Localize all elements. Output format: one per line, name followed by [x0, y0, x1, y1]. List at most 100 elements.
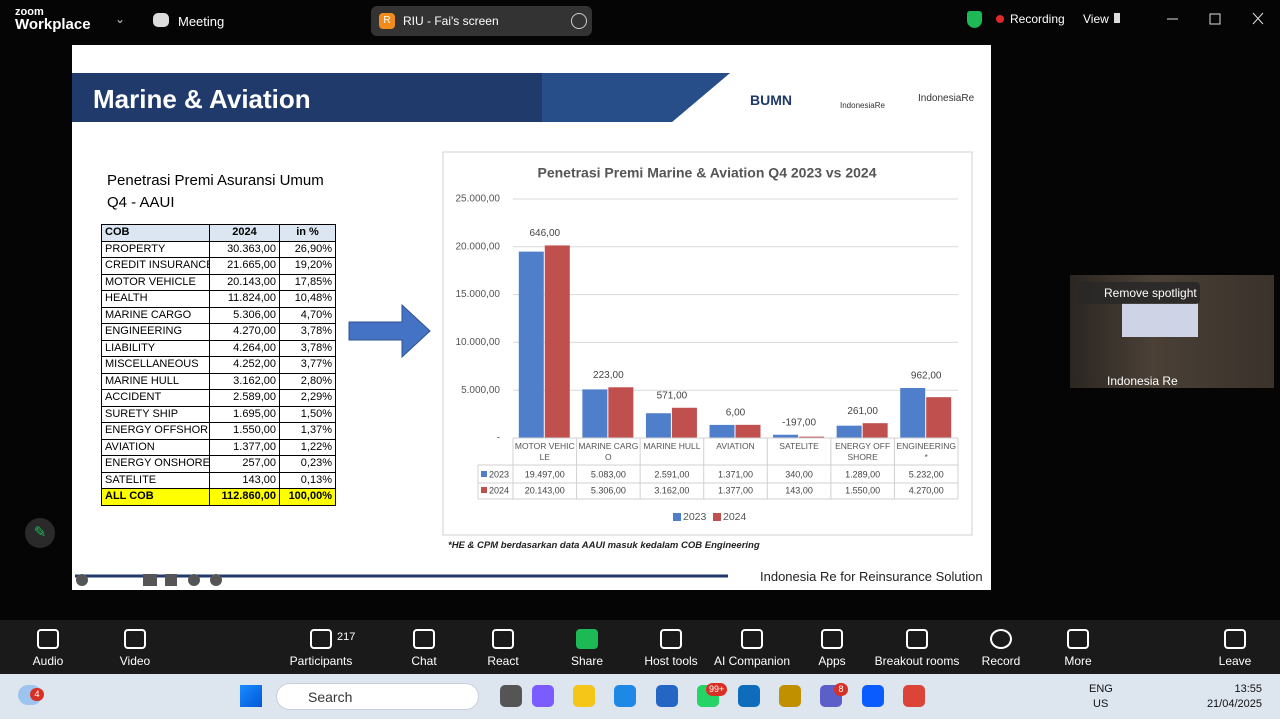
- logo-indonesiare: IndonesiaRe: [840, 101, 885, 110]
- table-cell: ENERGY ONSHORE: [101, 455, 210, 473]
- x-tick-label: AVIATION: [716, 441, 755, 451]
- table-cell: 143,00: [209, 471, 280, 489]
- data-table-value: 5.232,00: [909, 469, 944, 479]
- tool-icon[interactable]: [413, 629, 435, 649]
- table-cell: PROPERTY: [101, 240, 210, 258]
- tool-icon[interactable]: [492, 629, 514, 649]
- tool-icon[interactable]: [37, 629, 59, 649]
- bar: [518, 251, 544, 438]
- badge: 4: [30, 688, 44, 701]
- tool-icon[interactable]: [576, 629, 598, 649]
- table-cell: 1.550,00: [209, 422, 280, 440]
- table-cell: 4.252,00: [209, 356, 280, 374]
- bar: [862, 423, 888, 438]
- data-table-value: 5.083,00: [591, 469, 626, 479]
- toolbar: [0, 620, 1280, 674]
- bar: [544, 245, 570, 438]
- tool-icon[interactable]: [741, 629, 763, 649]
- prev[interactable]: [76, 574, 88, 586]
- view[interactable]: View: [1083, 12, 1109, 26]
- camera[interactable]: [165, 574, 177, 586]
- taskbar-app[interactable]: [738, 685, 760, 707]
- remove-spotlight[interactable]: [1078, 282, 1200, 304]
- table-cell: 11.824,00: [209, 290, 280, 308]
- bar: [900, 387, 926, 438]
- taskbar-app[interactable]: [532, 685, 554, 707]
- slide-controls: [76, 574, 222, 586]
- bar: [926, 397, 952, 438]
- tool-icon[interactable]: [990, 629, 1012, 649]
- table-cell: AVIATION: [101, 438, 210, 456]
- x-tick-label: ENGINEERING*: [896, 441, 956, 462]
- chevron[interactable]: ⌄: [115, 12, 126, 26]
- tool-icon[interactable]: [906, 629, 928, 649]
- chart-frame: [442, 151, 973, 536]
- taskbar-app[interactable]: [614, 685, 636, 707]
- bar: [582, 389, 608, 438]
- table-cell: SATELITE: [101, 471, 210, 489]
- table-cell: 17,85%: [279, 273, 336, 291]
- meeting[interactable]: Meeting: [178, 14, 225, 29]
- tool-icon[interactable]: [124, 629, 146, 649]
- data-table-value: 1.371,00: [718, 469, 753, 479]
- next[interactable]: [210, 574, 222, 586]
- x-tick-label: MOTOR VEHICLE: [514, 441, 575, 462]
- search-label: Search: [308, 689, 353, 705]
- taskbar-app[interactable]: [779, 685, 801, 707]
- window-controls: [1114, 12, 1264, 25]
- tool-icon[interactable]: [1067, 629, 1089, 649]
- legend-swatch: [673, 513, 681, 521]
- table-cell: 3,77%: [279, 356, 336, 374]
- legend-swatch: [713, 513, 721, 521]
- more-icon[interactable]: [571, 13, 587, 29]
- table-cell: 3,78%: [279, 323, 336, 341]
- table-cell: CREDIT INSURANCE: [101, 257, 210, 275]
- legend-label: 2023: [683, 511, 707, 523]
- taskbar-app[interactable]: [573, 685, 595, 707]
- taskbar: [0, 674, 1280, 719]
- difference-label: 646,00: [529, 228, 560, 239]
- start[interactable]: [240, 685, 262, 707]
- tool-icon[interactable]: [660, 629, 682, 649]
- badge: 99+: [706, 683, 728, 696]
- taskbar-app[interactable]: [903, 685, 925, 707]
- time: 13:55: [1234, 683, 1262, 695]
- data-table-series: 2024: [489, 485, 509, 495]
- caption[interactable]: [143, 574, 157, 586]
- tool-label: Video: [119, 654, 151, 668]
- date: 21/04/2025: [1206, 698, 1262, 710]
- difference-label: 962,00: [911, 371, 942, 382]
- y-tick-label: 20.000,00: [456, 241, 501, 252]
- taskbar-app[interactable]: [656, 685, 678, 707]
- table-cell: 3,78%: [279, 339, 336, 357]
- tool-icon[interactable]: [310, 629, 332, 649]
- data-table-value: 1.377,00: [718, 485, 753, 495]
- search-box[interactable]: [276, 683, 479, 710]
- tool-icon[interactable]: [1224, 629, 1246, 649]
- taskbar-app[interactable]: [862, 685, 884, 707]
- x-tick-label: MARINE CARGO: [578, 441, 639, 462]
- data-table-value: 19.497,00: [525, 469, 565, 479]
- recording[interactable]: Recording: [1010, 12, 1065, 26]
- table-cell: 26,90%: [279, 240, 336, 258]
- taskbar-app[interactable]: [500, 685, 522, 707]
- difference-label: -197,00: [782, 417, 816, 428]
- tool-icon[interactable]: [821, 629, 843, 649]
- share-pill[interactable]: [371, 6, 592, 36]
- annotate-button[interactable]: ✎: [25, 518, 55, 548]
- footnote: *HE & CPM berdasarkan data AAUI masuk ke…: [448, 540, 760, 551]
- remove-spotlight-label: Remove spotlight: [1104, 286, 1197, 300]
- close[interactable]: [1252, 12, 1264, 25]
- menu[interactable]: [188, 574, 200, 586]
- maximize[interactable]: [1209, 13, 1221, 25]
- table-cell: ENERGY OFFSHORE: [101, 422, 210, 440]
- data-table-value: 1.550,00: [845, 485, 880, 495]
- region: US: [1093, 698, 1109, 710]
- table-cell: 20.143,00: [209, 273, 280, 291]
- table-cell: in %: [279, 224, 336, 242]
- y-tick-label: -: [497, 433, 500, 444]
- logo-institute: IndonesiaRe: [918, 93, 975, 104]
- table-cell: MARINE HULL: [101, 372, 210, 390]
